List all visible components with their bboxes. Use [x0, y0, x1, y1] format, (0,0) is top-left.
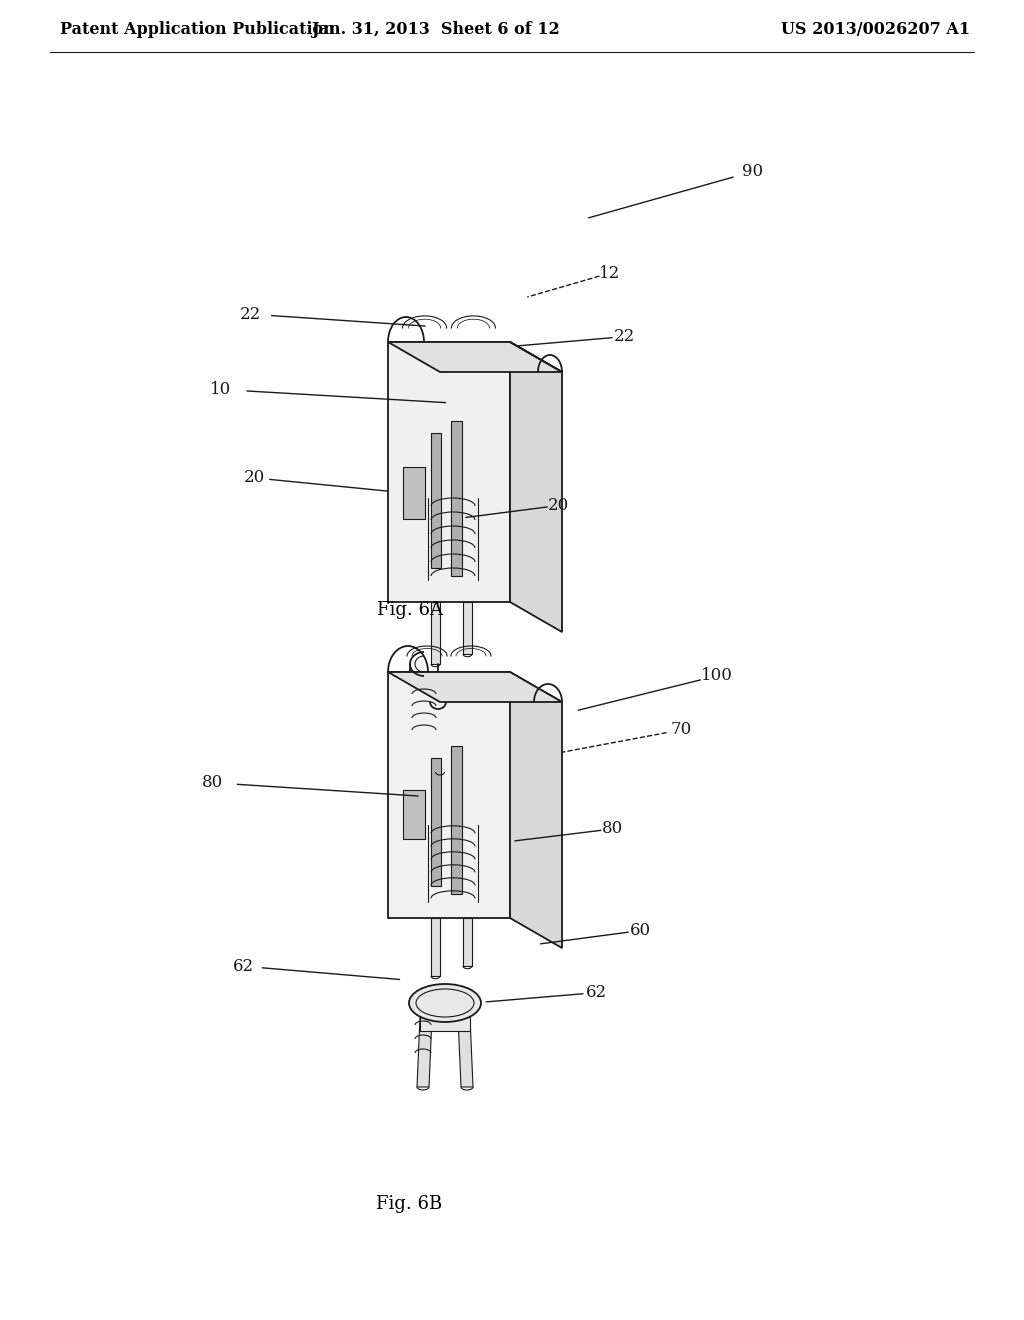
Ellipse shape — [409, 983, 481, 1022]
Text: 22: 22 — [614, 329, 635, 345]
Polygon shape — [388, 672, 562, 702]
Polygon shape — [431, 758, 441, 886]
Polygon shape — [417, 1016, 432, 1086]
Text: 10: 10 — [210, 381, 230, 397]
Text: 62: 62 — [586, 985, 606, 1001]
Text: 22: 22 — [241, 306, 261, 322]
Text: 80: 80 — [203, 775, 223, 791]
Polygon shape — [388, 342, 562, 372]
Text: 12: 12 — [599, 265, 620, 281]
Polygon shape — [452, 746, 463, 894]
Text: Fig. 6B: Fig. 6B — [377, 1195, 442, 1213]
Polygon shape — [420, 1016, 470, 1031]
Polygon shape — [388, 672, 510, 917]
Polygon shape — [431, 602, 440, 664]
Polygon shape — [403, 791, 425, 840]
Text: 20: 20 — [244, 470, 264, 486]
Text: 100: 100 — [700, 668, 733, 684]
Text: 70: 70 — [671, 722, 691, 738]
Polygon shape — [510, 672, 562, 948]
Text: US 2013/0026207 A1: US 2013/0026207 A1 — [781, 21, 970, 38]
Polygon shape — [431, 917, 440, 975]
Text: 90: 90 — [742, 164, 763, 180]
Text: 20: 20 — [548, 498, 568, 513]
Polygon shape — [458, 1016, 473, 1086]
Text: 62: 62 — [233, 958, 254, 974]
Polygon shape — [388, 342, 510, 602]
Text: Patent Application Publication: Patent Application Publication — [60, 21, 335, 38]
Polygon shape — [510, 342, 562, 632]
Polygon shape — [463, 602, 472, 653]
Text: Fig. 6A: Fig. 6A — [377, 601, 442, 619]
Polygon shape — [452, 421, 463, 577]
Polygon shape — [403, 467, 425, 519]
Polygon shape — [463, 917, 472, 966]
Text: Jan. 31, 2013  Sheet 6 of 12: Jan. 31, 2013 Sheet 6 of 12 — [310, 21, 559, 38]
Text: 80: 80 — [602, 821, 623, 837]
Text: 60: 60 — [630, 923, 650, 939]
Polygon shape — [431, 433, 441, 568]
